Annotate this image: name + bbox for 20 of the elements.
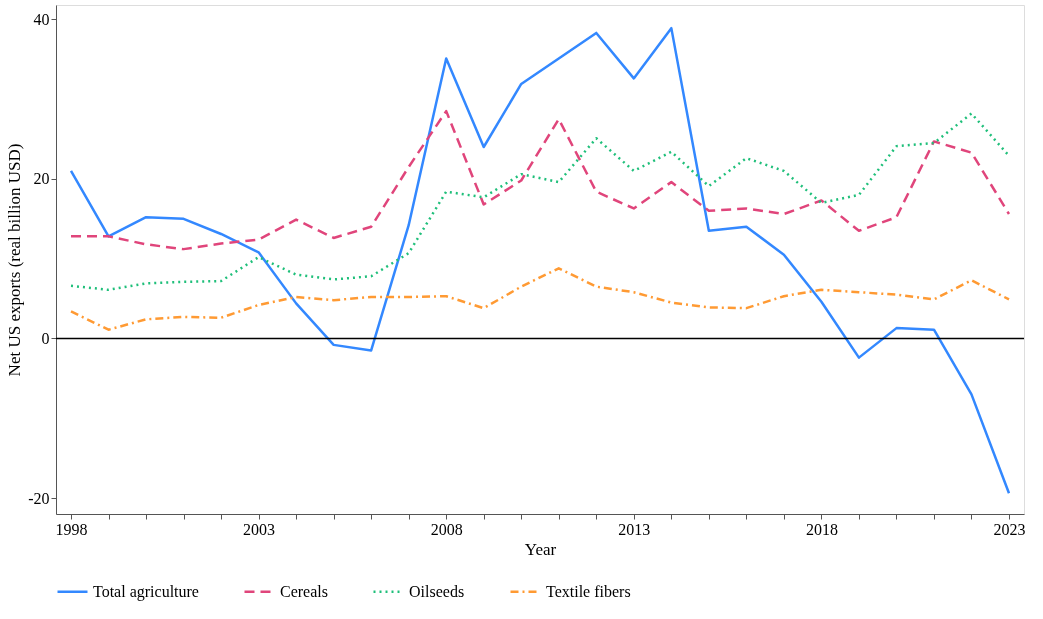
x-tick-label: 2018 [805,520,838,538]
line-series [69,267,1011,331]
legend-label: Total agriculture [93,582,199,601]
legend-label: Cereals [280,582,328,600]
x-tick-label: 2003 [243,520,276,538]
legend-label: Textile fibers [546,582,631,600]
x-tick-label: 2013 [618,520,651,538]
y-tick-label: 20 [33,170,50,188]
y-tick-label: 0 [41,329,50,347]
legend-label: Oilseeds [409,582,465,600]
y-tick-label: 40 [33,10,50,28]
line-series [69,112,1011,292]
x-tick-label: 1998 [55,520,88,538]
x-tick-label: 2023 [993,520,1026,538]
y-axis-title: Net US exports (real billion USD) [5,143,25,377]
y-tick-label: -20 [28,489,50,507]
x-tick-label: 2008 [430,520,463,538]
x-axis-title: Year [524,539,557,559]
line-series [69,109,1011,251]
line-series [69,26,1011,495]
